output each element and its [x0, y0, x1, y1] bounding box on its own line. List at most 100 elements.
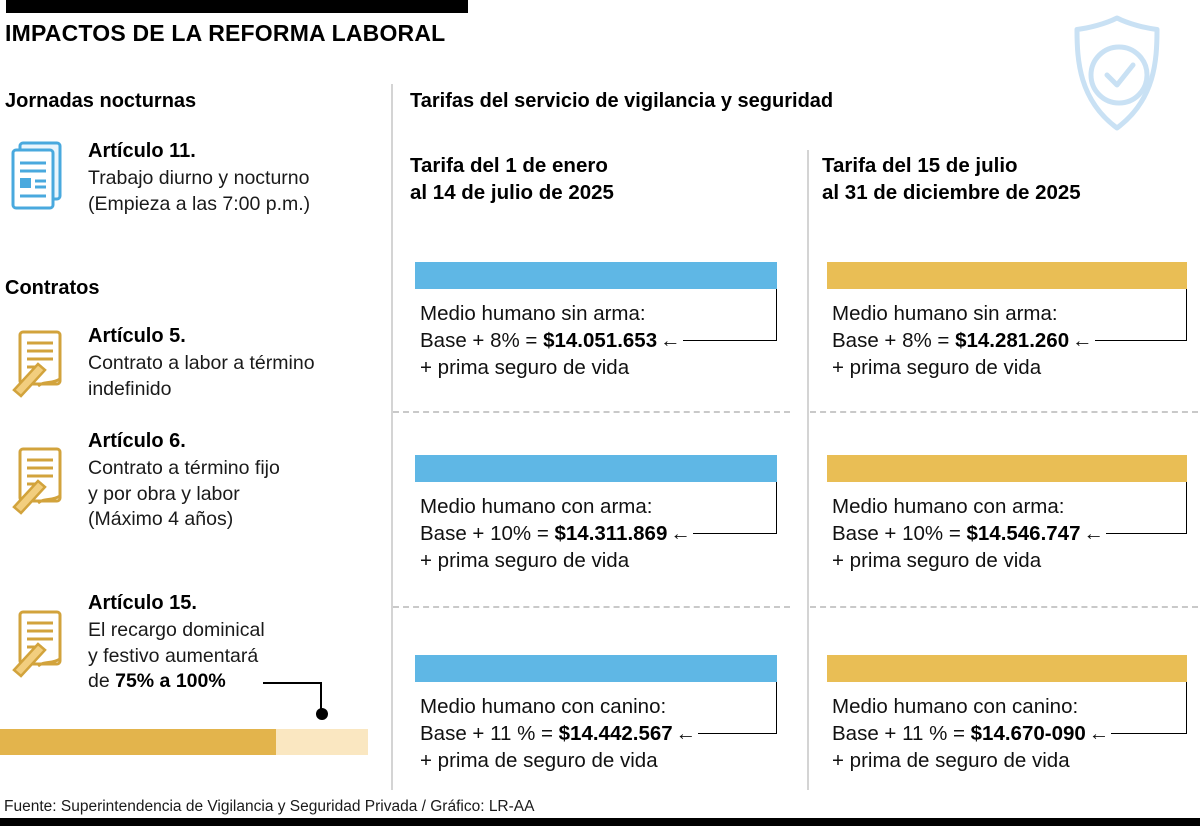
arrow-left-icon: ←: [1088, 722, 1110, 745]
dashed-separator: [393, 411, 790, 413]
tariff-column2-header-line1: Tarifa del 15 de julio: [822, 154, 1018, 177]
articulo-6-line1: Contrato a término fijo: [88, 457, 280, 479]
formula-text: Base + 10% =: [832, 522, 967, 545]
tariff-column1-header-line2: al 14 de julio de 2025: [410, 181, 614, 204]
tariff-bar: [415, 655, 777, 682]
formula-text: Base + 11 % =: [832, 722, 971, 745]
tariff-row: Medio humano con canino: Base + 11 % = $…: [410, 655, 782, 790]
articulo-6-line3: (Máximo 4 años): [88, 508, 234, 530]
value-text: $14.442.567: [558, 722, 673, 745]
tariff-row-value: Base + 11 % = $14.670-090 ←: [832, 722, 1112, 746]
contract-signature-icon: [10, 328, 70, 403]
tariff-column1-header-line1: Tarifa del 1 de enero: [410, 154, 608, 177]
tariff-row-note: + prima seguro de vida: [420, 549, 630, 572]
tariff-row-label: Medio humano con canino:: [420, 695, 667, 718]
leader-line: [1092, 682, 1187, 734]
tariff-row-value: Base + 11 % = $14.442.567 ←: [420, 722, 699, 746]
tariff-row-label: Medio humano con arma:: [420, 495, 653, 518]
value-text: $14.670-090: [970, 722, 1086, 745]
page-title: IMPACTOS DE LA REFORMA LABORAL: [5, 20, 446, 46]
articulo-15-title: Artículo 15.: [88, 592, 197, 614]
leader-line: [1092, 482, 1187, 534]
tariff-row: Medio humano sin arma: Base + 8% = $14.2…: [822, 262, 1194, 397]
shield-check-icon: [1066, 12, 1168, 136]
arrow-left-icon: ←: [660, 329, 681, 352]
articulo-11-line2: (Empieza a las 7:00 p.m.): [88, 192, 311, 215]
contract-signature-icon: [10, 445, 70, 520]
articulo-5-line2: indefinido: [88, 377, 172, 400]
arrow-left-icon: ←: [675, 722, 697, 745]
tariff-row: Medio humano sin arma: Base + 8% = $14.0…: [410, 262, 782, 397]
articulo-15-line3-highlight: 75% a 100%: [115, 670, 226, 692]
tariff-row-note: + prima de seguro de vida: [832, 749, 1070, 772]
tariff-row-label: Medio humano sin arma:: [420, 302, 646, 325]
footer-accent-bar: [0, 818, 1200, 826]
tariff-row-note: + prima seguro de vida: [420, 356, 630, 379]
tariff-row: Medio humano con arma: Base + 10% = $14.…: [410, 455, 782, 590]
tariff-row-note: + prima seguro de vida: [832, 549, 1042, 572]
tariff-column1-header: Tarifa del 1 de enero al 14 de julio de …: [410, 152, 614, 206]
tariff-row-note: + prima de seguro de vida: [420, 749, 658, 772]
formula-text: Base + 8% =: [832, 329, 956, 352]
dashed-separator: [393, 606, 790, 608]
articulo-6-title: Artículo 6.: [88, 430, 186, 452]
tariff-row-value: Base + 10% = $14.311.869 ←: [420, 522, 693, 546]
value-text: $14.546.747: [966, 522, 1081, 545]
tariff-row-label: Medio humano con canino:: [832, 695, 1079, 718]
leader-line: [680, 682, 777, 734]
document-icon: [8, 138, 66, 219]
tariff-row-label: Medio humano sin arma:: [832, 302, 1058, 325]
formula-text: Base + 11 % =: [420, 722, 559, 745]
articulo-15-line2: y festivo aumentará: [88, 644, 259, 667]
tariff-row: Medio humano con canino: Base + 11 % = $…: [822, 655, 1194, 790]
value-text: $14.051.653: [543, 329, 658, 352]
tariff-row-label: Medio humano con arma:: [832, 495, 1065, 518]
leader-line: [680, 289, 777, 341]
articulo-15-line3: de 75% a 100%: [88, 669, 265, 695]
recargo-percentage-bar: [0, 729, 368, 755]
formula-text: Base + 10% =: [420, 522, 555, 545]
articulo-15-line1: El recargo dominical: [88, 619, 265, 641]
articulo-5-title: Artículo 5.: [88, 325, 186, 347]
tariff-column2-header: Tarifa del 15 de julio al 31 de diciembr…: [822, 152, 1081, 206]
articulo-5-block: Artículo 5. Contrato a labor a término i…: [88, 325, 315, 402]
articulo-15-line3-prefix: de: [88, 670, 116, 692]
arrow-left-icon: ←: [1072, 329, 1093, 352]
title-accent-bar: [6, 0, 468, 13]
leader-line: [1092, 289, 1187, 341]
tariff-bar: [827, 655, 1187, 682]
percentage-leader-line: [263, 682, 322, 710]
tariffs-heading: Tarifas del servicio de vigilancia y seg…: [410, 90, 834, 112]
articulo-6-line2: y por obra y labor: [88, 482, 240, 505]
value-text: $14.281.260: [955, 329, 1070, 352]
value-text: $14.311.869: [554, 522, 668, 545]
tariff-bar: [415, 455, 777, 482]
section-heading-jornadas: Jornadas nocturnas: [5, 90, 197, 112]
contract-signature-icon: [10, 608, 70, 683]
dashed-separator: [810, 411, 1198, 413]
articulo-11-title: Artículo 11.: [88, 140, 196, 162]
dashed-separator: [810, 606, 1198, 608]
recargo-percentage-bar-fill: [0, 729, 276, 755]
formula-text: Base + 8% =: [420, 329, 544, 352]
tariff-bar: [827, 455, 1187, 482]
leader-dot: [316, 708, 328, 720]
arrow-left-icon: ←: [670, 522, 691, 545]
vertical-divider: [391, 84, 393, 790]
tariff-row-value: Base + 10% = $14.546.747 ←: [832, 522, 1106, 546]
articulo-15-block: Artículo 15. El recargo dominical y fest…: [88, 592, 265, 695]
source-credit: Fuente: Superintendencia de Vigilancia y…: [4, 798, 535, 815]
arrow-left-icon: ←: [1083, 522, 1105, 545]
section-heading-contratos: Contratos: [5, 277, 100, 299]
vertical-divider: [807, 150, 809, 790]
tariff-bar: [415, 262, 777, 289]
articulo-5-line1: Contrato a labor a término: [88, 352, 315, 374]
articulo-11-block: Artículo 11. Trabajo diurno y nocturno (…: [88, 140, 310, 217]
leader-line: [680, 482, 777, 534]
tariff-bar: [827, 262, 1187, 289]
tariff-row-value: Base + 8% = $14.281.260 ←: [832, 329, 1095, 353]
articulo-6-block: Artículo 6. Contrato a término fijo y po…: [88, 430, 280, 533]
tariff-column2-header-line2: al 31 de diciembre de 2025: [822, 181, 1081, 204]
articulo-11-line1: Trabajo diurno y nocturno: [88, 167, 310, 189]
